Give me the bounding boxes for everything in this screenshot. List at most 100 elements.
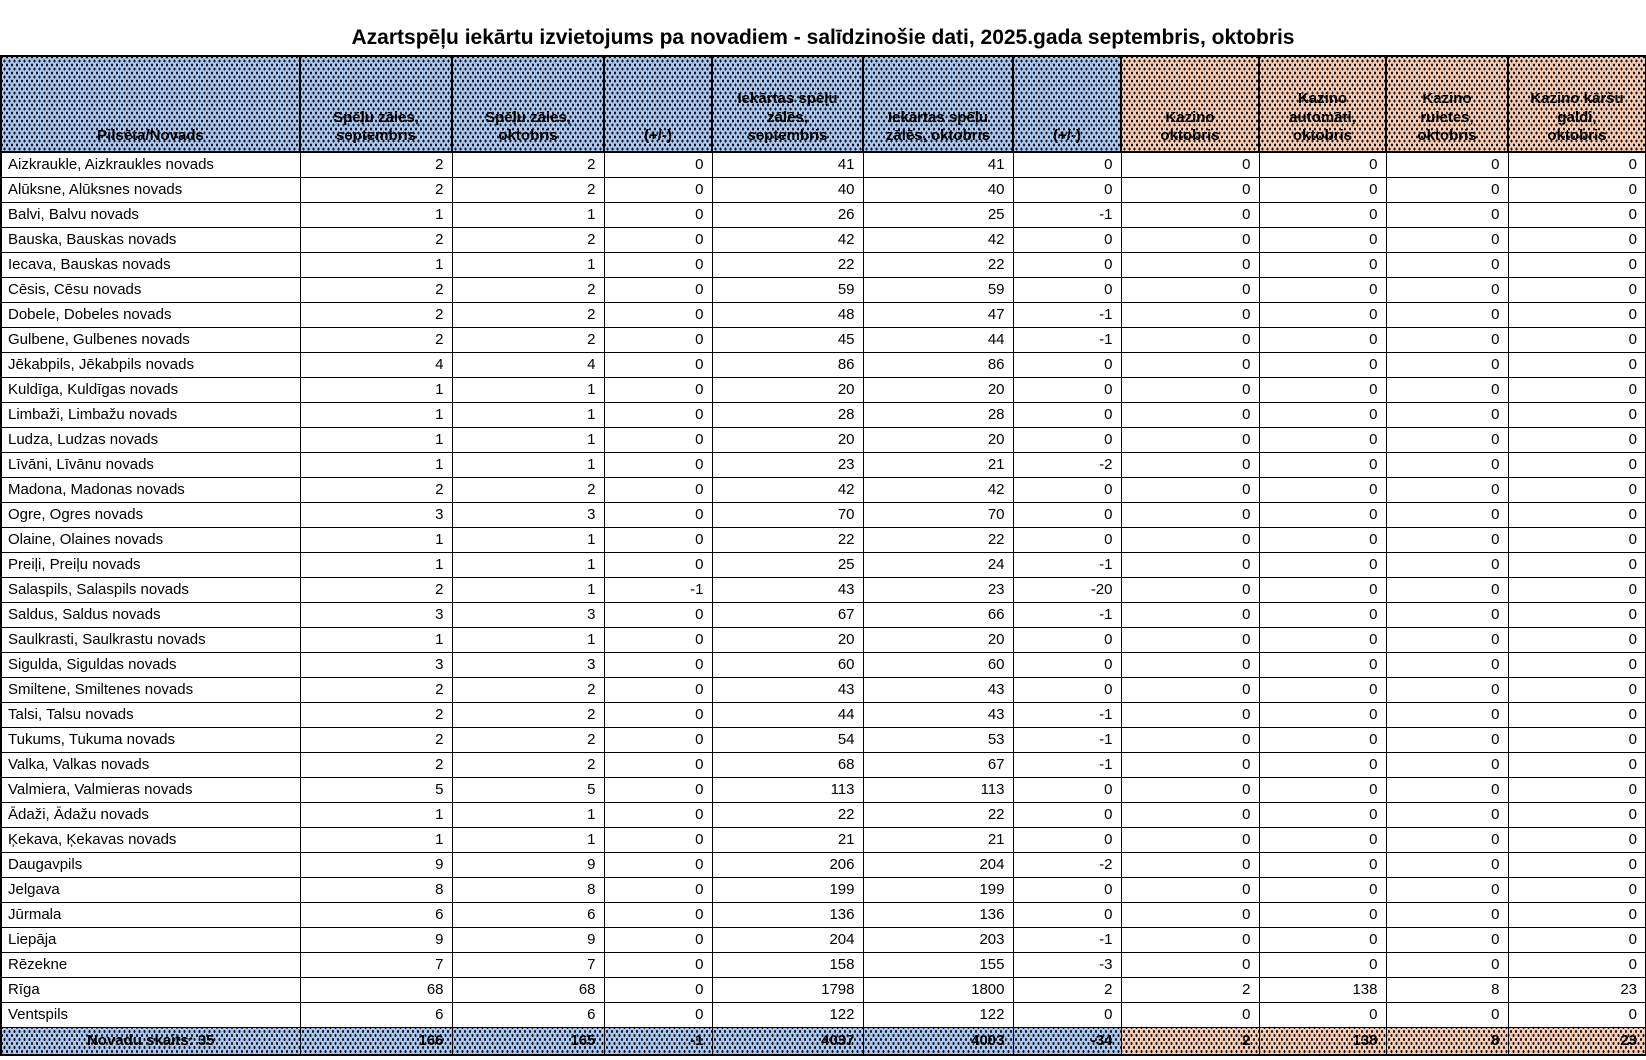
value-cell: -1 [603, 576, 713, 603]
table-row: Daugavpils 9 9 0 206 204 -2 0 0 0 0 [0, 851, 1646, 878]
value-cell: 113 [862, 776, 1014, 803]
value-cell: 5 [299, 776, 453, 803]
value-cell: 68 [299, 976, 453, 1003]
value-cell: 199 [862, 876, 1014, 903]
value-cell: 0 [1012, 351, 1122, 378]
value-cell: 20 [711, 426, 864, 453]
value-cell: 122 [862, 1001, 1014, 1028]
value-cell: 44 [862, 326, 1014, 353]
value-cell: 0 [603, 326, 713, 353]
value-cell: 0 [1258, 651, 1387, 678]
value-cell: 0 [1012, 251, 1122, 278]
value-cell: 5 [451, 776, 605, 803]
value-cell: 48 [711, 301, 864, 328]
value-cell: 0 [1385, 651, 1509, 678]
value-cell: 1 [299, 251, 453, 278]
value-cell: 0 [1507, 476, 1646, 503]
value-cell: 22 [862, 251, 1014, 278]
totals-value-cell: 165 [451, 1026, 605, 1056]
municipality-name: Ludza, Ludzas novads [0, 426, 301, 453]
value-cell: 0 [1120, 826, 1260, 853]
value-cell: 2 [1012, 976, 1122, 1003]
value-cell: 42 [711, 226, 864, 253]
value-cell: 0 [1507, 601, 1646, 628]
municipality-name: Jēkabpils, Jēkabpils novads [0, 351, 301, 378]
value-cell: 2 [299, 226, 453, 253]
value-cell: 204 [711, 926, 864, 953]
value-cell: 0 [1385, 576, 1509, 603]
value-cell: 2 [451, 151, 605, 178]
value-cell: 0 [1120, 426, 1260, 453]
value-cell: 0 [1012, 526, 1122, 553]
value-cell: 0 [1258, 951, 1387, 978]
value-cell: 1 [451, 801, 605, 828]
table-row: Kuldīga, Kuldīgas novads 1 1 0 20 20 0 0 0 0 0 [0, 376, 1646, 403]
value-cell: 0 [603, 601, 713, 628]
title-bar: Azartspēļu iekārtu izvietojums pa novadi… [0, 0, 1646, 55]
value-cell: 1 [299, 526, 453, 553]
value-cell: 0 [603, 551, 713, 578]
value-cell: 199 [711, 876, 864, 903]
value-cell: 0 [1258, 226, 1387, 253]
value-cell: 0 [1385, 476, 1509, 503]
value-cell: 158 [711, 951, 864, 978]
value-cell: 0 [603, 651, 713, 678]
value-cell: 0 [1507, 851, 1646, 878]
value-cell: 0 [1385, 551, 1509, 578]
value-cell: 0 [1120, 651, 1260, 678]
value-cell: 9 [299, 851, 453, 878]
value-cell: 0 [1120, 601, 1260, 628]
value-cell: 0 [1258, 301, 1387, 328]
municipality-name: Jūrmala [0, 901, 301, 928]
table-row: Talsi, Talsu novads 2 2 0 44 43 -1 0 0 0 0 [0, 701, 1646, 728]
municipality-name: Kuldīga, Kuldīgas novads [0, 376, 301, 403]
value-cell: 0 [1120, 901, 1260, 928]
value-cell: 2 [451, 676, 605, 703]
value-cell: -1 [1012, 326, 1122, 353]
value-cell: 0 [1507, 201, 1646, 228]
value-cell: 20 [711, 376, 864, 403]
value-cell: 0 [1120, 626, 1260, 653]
value-cell: 0 [1385, 326, 1509, 353]
value-cell: 22 [862, 801, 1014, 828]
value-cell: 8 [299, 876, 453, 903]
value-cell: 0 [1507, 351, 1646, 378]
column-header-kazino-ruletes: Kazino ruletes, oktobris [1385, 55, 1509, 153]
value-cell: 3 [451, 501, 605, 528]
column-header-kazino-karsu-galdi: Kazino kāršu galdi, oktobris [1507, 55, 1646, 153]
value-cell: 0 [1507, 726, 1646, 753]
value-cell: 0 [1385, 376, 1509, 403]
value-cell: 0 [1385, 301, 1509, 328]
value-cell: 155 [862, 951, 1014, 978]
value-cell: 42 [862, 476, 1014, 503]
table-row: Bauska, Bauskas novads 2 2 0 42 42 0 0 0 0 0 [0, 226, 1646, 253]
value-cell: 0 [1507, 801, 1646, 828]
value-cell: 43 [711, 676, 864, 703]
municipality-name: Dobele, Dobeles novads [0, 301, 301, 328]
municipality-name: Jelgava [0, 876, 301, 903]
value-cell: 25 [711, 551, 864, 578]
value-cell: 3 [451, 651, 605, 678]
value-cell: 0 [1120, 926, 1260, 953]
value-cell: 0 [1385, 826, 1509, 853]
value-cell: 2 [299, 276, 453, 303]
value-cell: 0 [603, 626, 713, 653]
value-cell: 67 [862, 751, 1014, 778]
municipality-name: Valka, Valkas novads [0, 751, 301, 778]
value-cell: 0 [1385, 851, 1509, 878]
value-cell: 0 [1385, 901, 1509, 928]
table-row: Ķekava, Ķekavas novads 1 1 0 21 21 0 0 0 0 0 [0, 826, 1646, 853]
value-cell: 7 [451, 951, 605, 978]
value-cell: 0 [603, 876, 713, 903]
value-cell: 42 [862, 226, 1014, 253]
value-cell: 2 [299, 701, 453, 728]
value-cell: 1 [451, 451, 605, 478]
value-cell: 0 [1507, 226, 1646, 253]
value-cell: 0 [1120, 726, 1260, 753]
table-row: Smiltene, Smiltenes novads 2 2 0 43 43 0 0 0 0 0 [0, 676, 1646, 703]
totals-value-cell: 4003 [862, 1026, 1014, 1056]
value-cell: 136 [711, 901, 864, 928]
value-cell: 0 [1120, 226, 1260, 253]
value-cell: 23 [862, 576, 1014, 603]
value-cell: 21 [711, 826, 864, 853]
